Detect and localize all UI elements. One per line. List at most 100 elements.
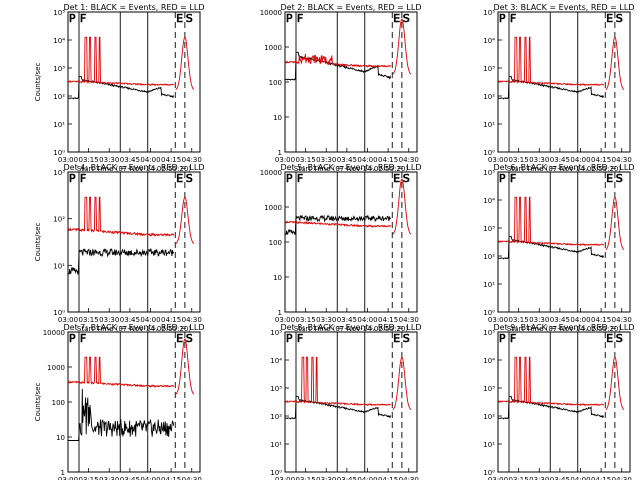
x-tick-label: 03:30 bbox=[316, 476, 336, 480]
y-tick-label: 100 bbox=[269, 79, 282, 87]
x-tick-label: 04:00 bbox=[140, 156, 160, 164]
y-tick-label: 10³ bbox=[53, 169, 65, 177]
x-tick-label: 04:15 bbox=[161, 476, 181, 480]
marker-label-e: E bbox=[606, 332, 613, 345]
x-tick-label: 03:45 bbox=[337, 316, 357, 324]
series-lld-line bbox=[497, 36, 625, 90]
y-tick-label: 10⁴ bbox=[483, 357, 495, 365]
marker-label-s: S bbox=[186, 172, 193, 185]
detector-panel-6: Det 6: BLACK = Events, RED = LLD 10⁰ 10¹ 10… bbox=[483, 163, 634, 333]
x-tick-label: 03:15 bbox=[296, 476, 316, 480]
y-tick-label: 10⁰ bbox=[53, 149, 65, 157]
x-tick-label: 03:00 bbox=[488, 156, 508, 164]
series-lld-line bbox=[497, 196, 625, 250]
y-tick-label: 1000 bbox=[47, 364, 65, 372]
y-tick-label: 10 bbox=[273, 274, 282, 282]
x-axis-label: Start Time (07-Nov-14 02:55:20) bbox=[294, 325, 408, 333]
y-tick-label: 10⁰ bbox=[483, 309, 495, 317]
y-tick-label: 10¹ bbox=[270, 441, 282, 449]
marker-label-f: F bbox=[297, 172, 303, 185]
marker-label-f: F bbox=[80, 332, 86, 345]
y-tick-label: 100 bbox=[269, 239, 282, 247]
marker-label-p: P bbox=[69, 332, 76, 345]
x-tick-label: 03:30 bbox=[99, 316, 119, 324]
series-lld-line bbox=[284, 356, 412, 410]
y-tick-label: 10¹ bbox=[483, 441, 495, 449]
series-events-line bbox=[68, 388, 175, 441]
detector-panel-9: Det 9: BLACK = Events, RED = LLD 10⁰ 10¹ 10… bbox=[483, 323, 634, 480]
y-tick-label: 10² bbox=[483, 253, 495, 261]
series-lld-line bbox=[67, 338, 195, 395]
y-tick-label: 10⁰ bbox=[483, 149, 495, 157]
series-events-line bbox=[284, 214, 391, 236]
marker-label-f: F bbox=[297, 332, 303, 345]
x-tick-label: 04:30 bbox=[399, 316, 419, 324]
x-tick-label: 04:15 bbox=[161, 316, 181, 324]
x-tick-label: 03:00 bbox=[58, 476, 78, 480]
x-tick-label: 03:30 bbox=[99, 476, 119, 480]
x-tick-label: 04:00 bbox=[357, 316, 377, 324]
x-tick-label: 04:00 bbox=[357, 156, 377, 164]
y-tick-label: 10² bbox=[53, 93, 65, 101]
y-tick-label: 10² bbox=[483, 93, 495, 101]
y-tick-label: 10 bbox=[56, 434, 65, 442]
y-tick-label: 10³ bbox=[53, 65, 65, 73]
y-tick-label: 10⁴ bbox=[53, 37, 65, 45]
x-tick-label: 03:15 bbox=[509, 156, 529, 164]
x-tick-label: 03:45 bbox=[550, 316, 570, 324]
x-tick-label: 04:30 bbox=[612, 156, 632, 164]
y-tick-label: 10² bbox=[483, 413, 495, 421]
y-tick-label: 100 bbox=[52, 399, 65, 407]
x-tick-label: 04:00 bbox=[570, 156, 590, 164]
x-tick-label: 04:30 bbox=[399, 156, 419, 164]
marker-label-s: S bbox=[616, 172, 623, 185]
x-tick-label: 04:30 bbox=[182, 316, 202, 324]
marker-label-s: S bbox=[186, 12, 193, 25]
y-tick-label: 1000 bbox=[264, 44, 282, 52]
x-tick-label: 03:30 bbox=[316, 316, 336, 324]
panel-title: Det 2: BLACK = Events, RED = LLD bbox=[281, 3, 422, 12]
x-tick-label: 04:30 bbox=[182, 156, 202, 164]
y-tick-label: 10⁴ bbox=[270, 357, 282, 365]
y-tick-label: 10⁵ bbox=[483, 329, 495, 337]
y-tick-label: 10000 bbox=[260, 169, 282, 177]
marker-label-e: E bbox=[176, 12, 183, 25]
x-tick-label: 03:15 bbox=[79, 316, 99, 324]
x-tick-label: 03:45 bbox=[120, 316, 140, 324]
y-tick-label: 1 bbox=[61, 469, 65, 477]
plot-frame bbox=[497, 331, 631, 473]
marker-label-p: P bbox=[286, 172, 293, 185]
marker-label-s: S bbox=[186, 332, 193, 345]
y-tick-label: 10000 bbox=[260, 9, 282, 17]
x-axis-label: Start Time (07-Nov-14 02:55:20) bbox=[507, 325, 621, 333]
marker-label-p: P bbox=[499, 332, 506, 345]
marker-label-f: F bbox=[510, 172, 516, 185]
y-tick-label: 10 bbox=[273, 114, 282, 122]
marker-label-f: F bbox=[80, 12, 86, 25]
y-tick-label: 1000 bbox=[264, 204, 282, 212]
x-tick-label: 03:00 bbox=[58, 156, 78, 164]
x-tick-label: 04:30 bbox=[182, 476, 202, 480]
x-tick-label: 03:45 bbox=[120, 476, 140, 480]
series-lld-line bbox=[67, 36, 195, 90]
marker-label-p: P bbox=[499, 12, 506, 25]
marker-label-e: E bbox=[393, 12, 400, 25]
x-tick-label: 03:45 bbox=[337, 156, 357, 164]
marker-label-p: P bbox=[286, 12, 293, 25]
x-tick-label: 03:30 bbox=[99, 156, 119, 164]
y-tick-label: 10² bbox=[53, 216, 65, 224]
x-tick-label: 03:00 bbox=[58, 316, 78, 324]
y-tick-label: 10³ bbox=[483, 225, 495, 233]
x-tick-label: 03:45 bbox=[550, 476, 570, 480]
y-tick-label: 10⁰ bbox=[483, 469, 495, 477]
x-tick-label: 03:45 bbox=[120, 156, 140, 164]
y-tick-label: 10⁰ bbox=[270, 469, 282, 477]
series-lld-line bbox=[284, 178, 412, 235]
x-tick-label: 03:15 bbox=[509, 316, 529, 324]
x-tick-label: 03:15 bbox=[296, 156, 316, 164]
y-tick-label: 10¹ bbox=[53, 121, 65, 129]
series-events-line bbox=[67, 75, 175, 100]
marker-label-p: P bbox=[286, 332, 293, 345]
panel-title: Det 5: BLACK = Events, RED = LLD bbox=[281, 163, 422, 172]
marker-label-p: P bbox=[499, 172, 506, 185]
